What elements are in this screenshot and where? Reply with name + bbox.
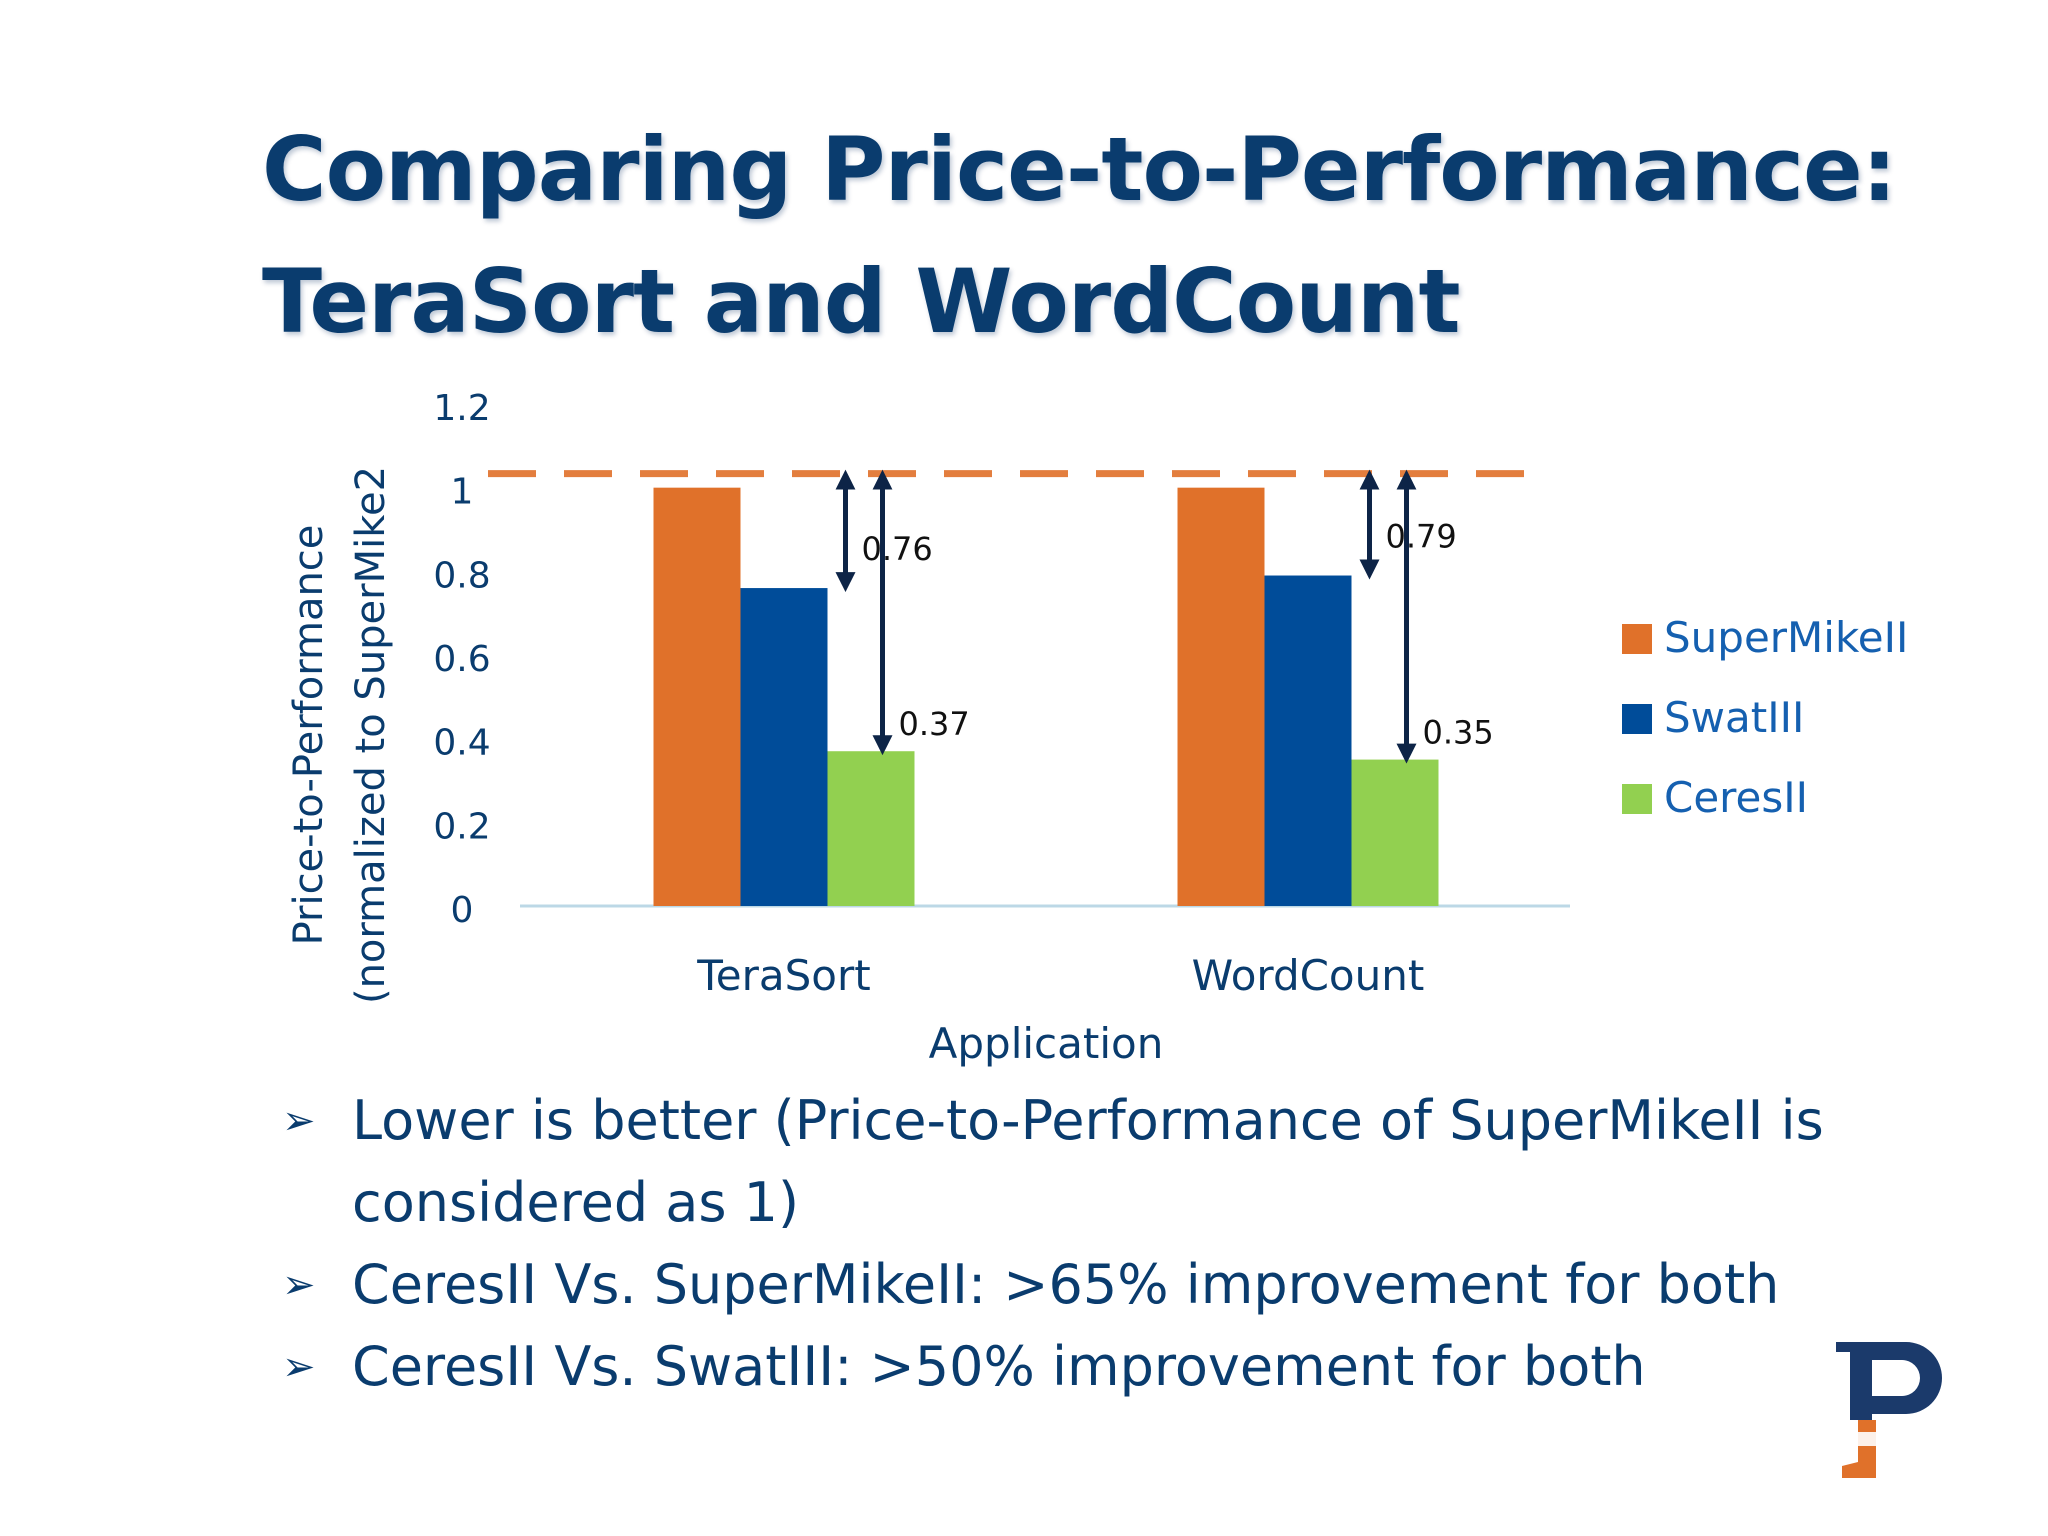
bar-ceresii-wordcount <box>1351 759 1439 906</box>
bar-supermikeii-wordcount <box>1177 487 1265 906</box>
y-tick-label: 0.2 <box>433 806 490 847</box>
y-axis-title-line2: (normalized to SuperMike2 <box>348 466 394 1004</box>
university-logo-icon <box>1836 1342 1942 1478</box>
legend-label: SwatIII <box>1664 693 1804 742</box>
legend-label: SuperMikeII <box>1664 613 1908 662</box>
slide-title-line2: TeraSort and WordCount <box>262 250 1461 353</box>
y-tick-label: 0.6 <box>433 639 490 680</box>
y-tick-label: 0.4 <box>433 723 490 764</box>
bar-chart: 0 0.2 0.4 0.6 0.8 1 1.2 TeraSort WordCount 0.76 0.… <box>286 388 1908 1068</box>
bullet-item: ➢ Lower is better (Price-to-Performance … <box>282 1080 1982 1244</box>
data-label: 0.79 <box>1386 518 1457 556</box>
legend-swatch-supermikeii <box>1622 624 1652 654</box>
slide-title-line1: Comparing Price-to-Performance: <box>262 118 1897 221</box>
legend-swatch-ceresii <box>1622 784 1652 814</box>
y-tick-label: 1 <box>451 472 474 513</box>
y-axis-title: Price-to-Performance <box>286 525 332 946</box>
bullet-arrow-icon: ➢ <box>282 1262 316 1308</box>
bullet-item: ➢ CeresII Vs. SuperMikeII: >65% improvem… <box>282 1244 1982 1326</box>
y-tick-label: 0 <box>451 890 474 931</box>
y-tick-label: 0.8 <box>433 555 490 596</box>
slide-title: Comparing Price-to-Performance: TeraSort… <box>262 104 2002 368</box>
bullet-text: CeresII Vs. SuperMikeII: >65% improvemen… <box>352 1253 1780 1316</box>
x-axis-title: Application <box>929 1019 1164 1068</box>
bar-swatiii-wordcount <box>1264 575 1352 906</box>
bar-ceresii-terasort <box>827 751 915 906</box>
bar-swatiii-terasort <box>740 588 828 906</box>
x-tick-label: TeraSort <box>696 951 870 1000</box>
bullet-arrow-icon: ➢ <box>282 1098 316 1144</box>
bullet-text: CeresII Vs. SwatIII: >50% improvement fo… <box>352 1335 1646 1398</box>
data-label: 0.76 <box>862 530 933 568</box>
bullet-text: Lower is better (Price-to-Performance of… <box>352 1089 1824 1234</box>
bullet-list: ➢ Lower is better (Price-to-Performance … <box>282 1080 1982 1408</box>
data-label: 0.35 <box>1423 714 1494 752</box>
bar-supermikeii-terasort <box>653 487 741 906</box>
y-tick-label: 1.2 <box>433 388 490 429</box>
bullet-item: ➢ CeresII Vs. SwatIII: >50% improvement … <box>282 1326 1982 1408</box>
legend-swatch-swatiii <box>1622 704 1652 734</box>
bullet-arrow-icon: ➢ <box>282 1344 316 1390</box>
legend-label: CeresII <box>1664 773 1808 822</box>
data-label: 0.37 <box>899 705 970 743</box>
x-tick-label: WordCount <box>1192 951 1425 1000</box>
